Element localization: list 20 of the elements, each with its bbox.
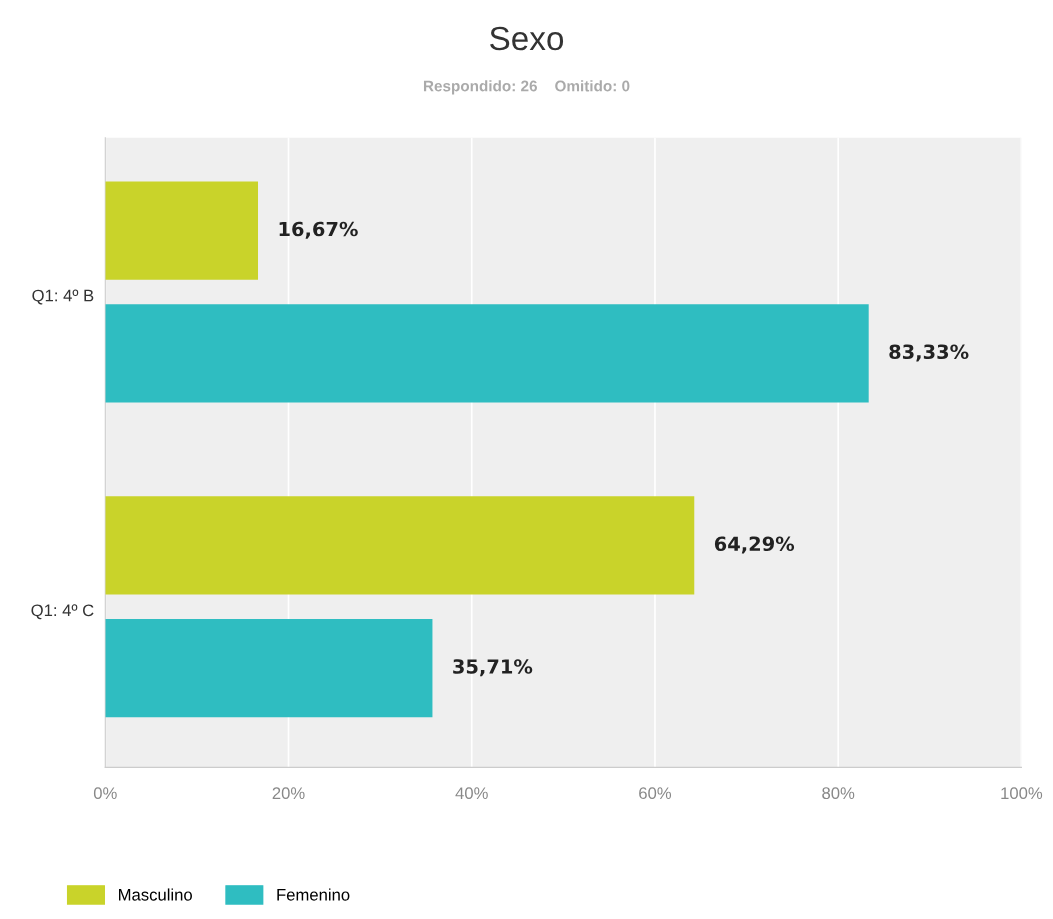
- data-label: 83,33%: [889, 344, 969, 362]
- x-tick-label: 100%: [1001, 787, 1043, 800]
- data-label: 35,71%: [453, 659, 533, 677]
- legend-label: Masculino: [119, 888, 192, 901]
- bar: [105, 619, 433, 718]
- y-tick-label: Q1: 4º B: [32, 289, 94, 305]
- x-tick-label: 80%: [822, 787, 855, 800]
- bar: [105, 496, 695, 595]
- y-tick-label: Q1: 4º C: [31, 604, 94, 620]
- bar: [105, 181, 259, 280]
- x-tick-label: 20%: [272, 787, 305, 800]
- data-label: 64,29%: [714, 536, 795, 554]
- chart-title: Sexo: [490, 26, 564, 51]
- chart-subtitle: Respondido: 26 Omitido: 0: [423, 80, 630, 95]
- x-tick-label: 0%: [93, 787, 117, 800]
- legend-label: Femenino: [277, 888, 350, 901]
- x-tick-label: 60%: [639, 787, 672, 800]
- x-tick-label: 40%: [455, 787, 488, 800]
- data-label: 16,67%: [279, 221, 358, 239]
- bar: [105, 304, 869, 403]
